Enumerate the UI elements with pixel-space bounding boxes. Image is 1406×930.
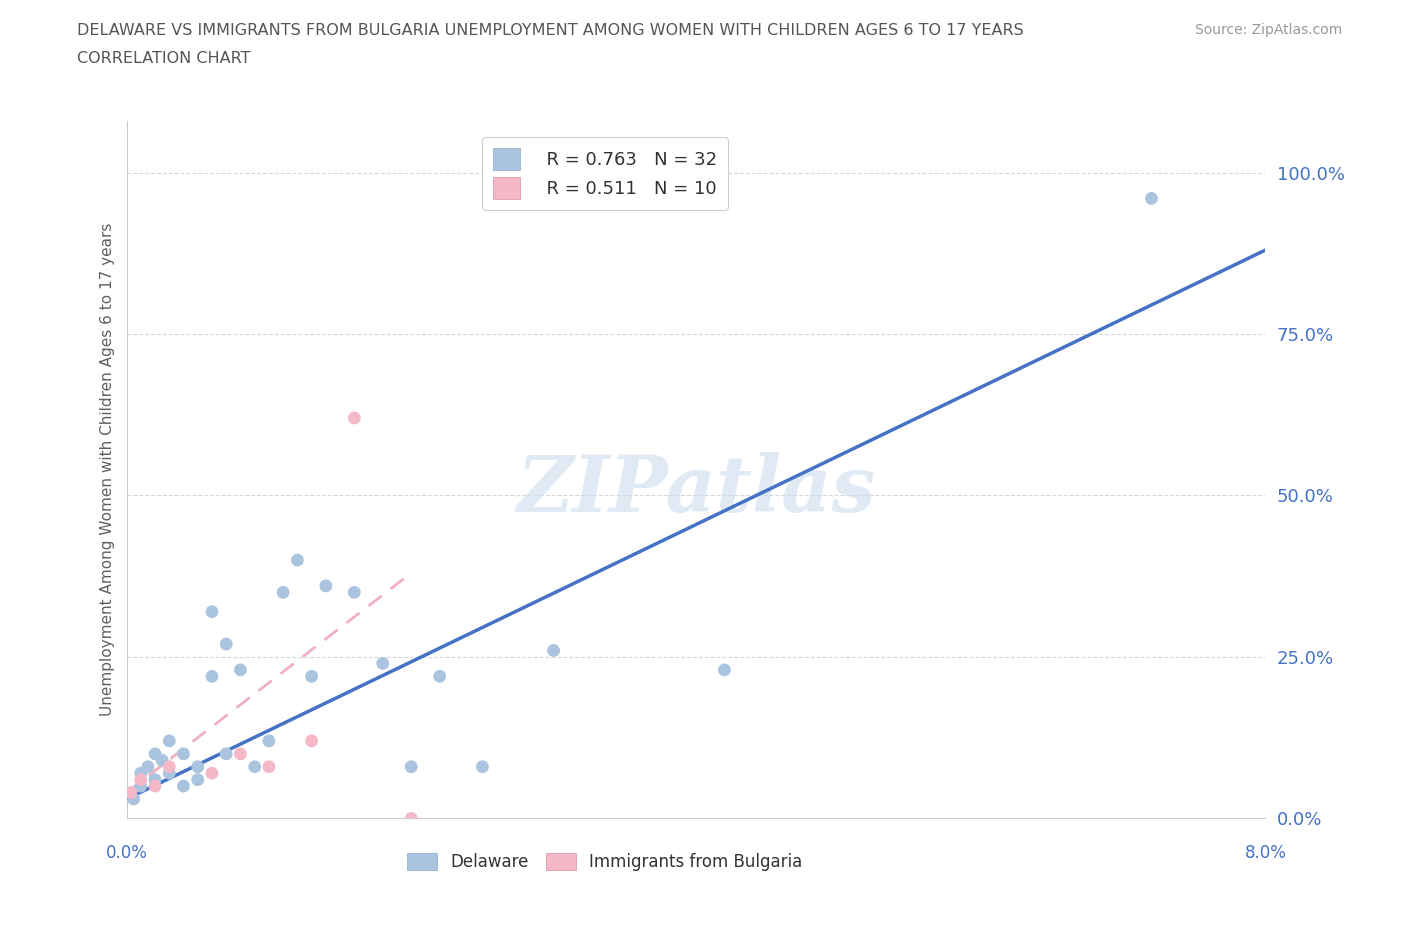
Point [229,662,252,677]
Point [157,765,180,780]
Point [120,785,142,800]
Point [401,811,423,826]
Point [143,778,166,793]
Point [271,585,294,600]
Point [172,747,194,762]
Point [401,759,423,774]
Point [150,753,173,768]
Point [343,410,366,425]
Point [136,759,159,774]
Point [543,643,565,658]
Point [129,772,152,787]
Point [429,669,451,684]
Point [371,656,394,671]
Point [143,772,166,787]
Y-axis label: Unemployment Among Women with Children Ages 6 to 17 years: Unemployment Among Women with Children A… [100,223,115,716]
Point [343,585,366,600]
Point [129,778,152,793]
Point [471,759,494,774]
Text: CORRELATION CHART: CORRELATION CHART [77,51,250,66]
Legend: Delaware, Immigrants from Bulgaria: Delaware, Immigrants from Bulgaria [399,845,811,880]
Point [257,734,280,749]
Point [187,759,209,774]
Point [713,662,735,677]
Point [172,778,194,793]
Text: 8.0%: 8.0% [1244,844,1286,862]
Point [143,747,166,762]
Point [157,734,180,749]
Point [301,734,323,749]
Point [1140,191,1163,206]
Point [122,791,145,806]
Text: ZIPatlas: ZIPatlas [516,452,876,529]
Point [315,578,337,593]
Point [301,669,323,684]
Point [215,637,238,652]
Point [129,765,152,780]
Point [287,552,309,567]
Point [257,759,280,774]
Text: Source: ZipAtlas.com: Source: ZipAtlas.com [1195,23,1343,37]
Point [187,772,209,787]
Point [157,759,180,774]
Text: 0.0%: 0.0% [105,844,148,862]
Point [215,747,238,762]
Point [201,604,224,619]
Point [201,669,224,684]
Point [229,747,252,762]
Point [201,765,224,780]
Text: DELAWARE VS IMMIGRANTS FROM BULGARIA UNEMPLOYMENT AMONG WOMEN WITH CHILDREN AGES: DELAWARE VS IMMIGRANTS FROM BULGARIA UNE… [77,23,1024,38]
Point [243,759,266,774]
